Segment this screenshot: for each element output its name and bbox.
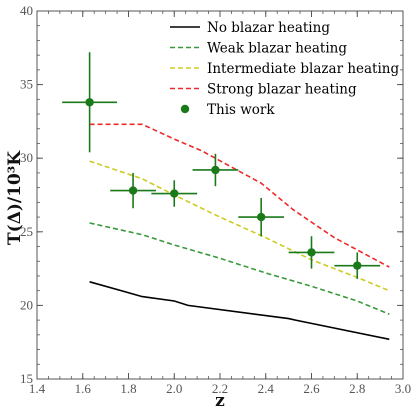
x-tick-label: 2.8 xyxy=(349,381,365,396)
legend: No blazar heating Weak blazar heating Inte… xyxy=(170,20,399,118)
axis-ticks xyxy=(36,10,404,380)
data-points xyxy=(62,52,381,279)
data-point xyxy=(62,52,118,153)
y-tick-label: 40 xyxy=(20,3,33,18)
x-tick-labels: 1.4 1.6 1.8 2.0 2.2 2.4 2.6 2.8 3.0 xyxy=(29,381,411,396)
x-tick-label: 2.0 xyxy=(166,381,182,396)
point-marker xyxy=(211,165,220,175)
legend-label: No blazar heating xyxy=(207,20,330,36)
legend-marker xyxy=(180,104,190,114)
series-line-1 xyxy=(89,222,390,315)
point-marker xyxy=(307,248,316,257)
legend-entry: Strong blazar heating xyxy=(170,82,357,98)
point-marker xyxy=(353,261,362,270)
legend-label: Strong blazar heating xyxy=(207,82,357,98)
series-line-0 xyxy=(89,281,390,341)
x-tick-label: 1.4 xyxy=(29,381,46,396)
x-tick-label: 2.6 xyxy=(303,381,320,396)
data-point xyxy=(238,197,285,237)
legend-label: Weak blazar heating xyxy=(207,41,347,57)
legend-label: This work xyxy=(207,102,275,118)
y-tick-label: 30 xyxy=(20,150,33,165)
point-marker xyxy=(256,212,266,222)
data-point xyxy=(151,180,198,207)
data-point xyxy=(288,236,335,269)
x-tick-label: 1.6 xyxy=(75,381,92,396)
point-marker xyxy=(128,186,138,195)
y-tick-label: 15 xyxy=(20,371,33,386)
y-tick-label: 25 xyxy=(20,224,33,239)
y-tick-label: 35 xyxy=(20,77,33,92)
point-marker xyxy=(85,98,94,107)
y-tick-label: 20 xyxy=(20,297,33,312)
point-marker xyxy=(170,189,179,198)
series-line-2 xyxy=(89,160,390,292)
series-line-3 xyxy=(89,123,390,268)
y-tick-labels: 15 20 25 30 35 40 xyxy=(20,3,33,386)
x-tick-label: 1.8 xyxy=(120,381,136,396)
y-axis-label: T(Δ)/10³K xyxy=(5,150,25,245)
x-tick-label: 2.2 xyxy=(212,381,228,396)
legend-label: Intermediate blazar heating xyxy=(207,61,399,77)
x-axis-label: z xyxy=(215,391,225,410)
legend-entry: Intermediate blazar heating xyxy=(170,61,399,77)
data-point xyxy=(192,153,239,187)
x-tick-label: 3.0 xyxy=(395,381,411,396)
series-lines xyxy=(89,123,390,341)
x-tick-label: 2.4 xyxy=(258,381,275,396)
legend-entry: This work xyxy=(180,102,275,118)
legend-entry: No blazar heating xyxy=(170,20,330,36)
data-point xyxy=(334,252,381,279)
legend-entry: Weak blazar heating xyxy=(170,41,347,57)
data-point xyxy=(110,172,156,209)
